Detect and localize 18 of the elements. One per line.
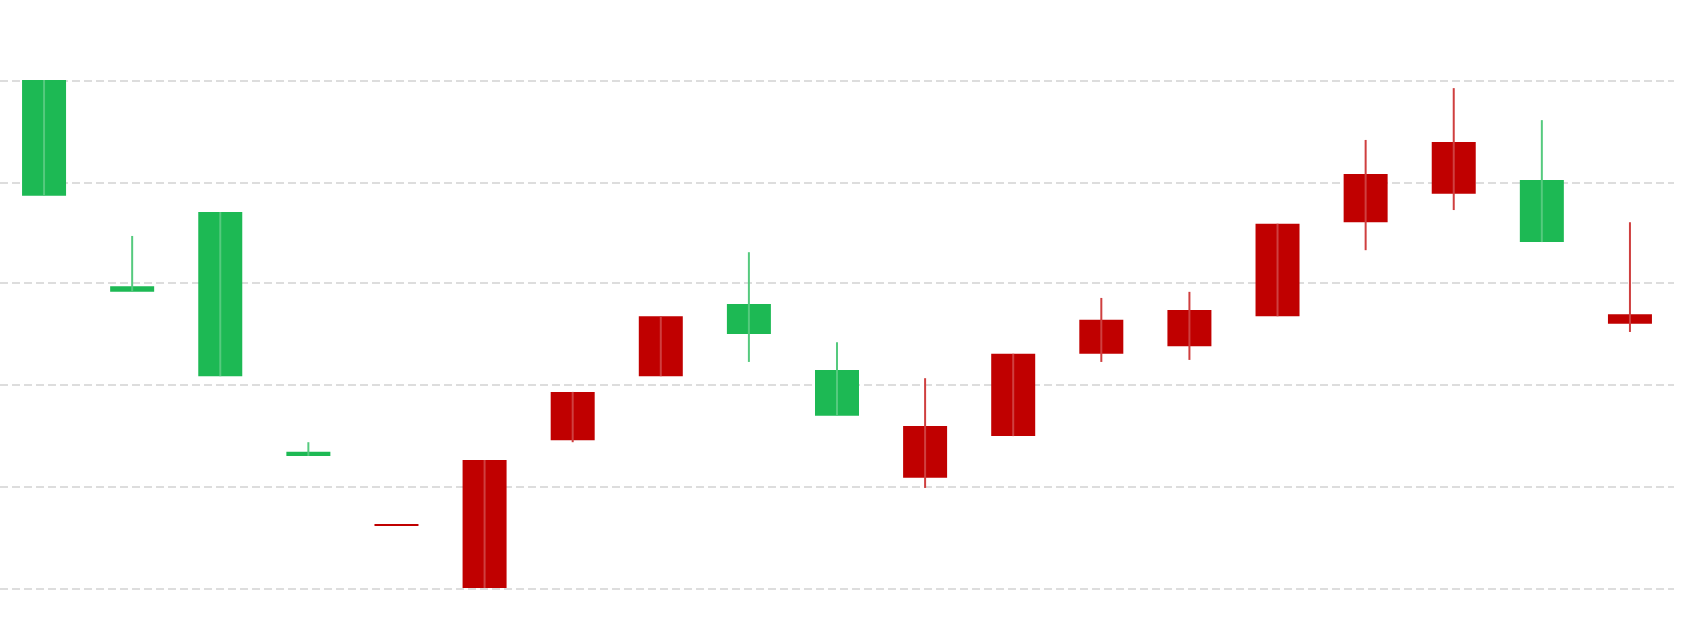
candlestick — [1167, 290, 1212, 361]
candlestick — [198, 211, 243, 378]
candlestick — [991, 352, 1036, 438]
candlestick — [110, 234, 155, 293]
candlestick — [1343, 138, 1388, 252]
candlestick — [462, 458, 507, 589]
candlestick — [286, 441, 331, 457]
candlestick — [550, 390, 595, 444]
candlestick — [903, 377, 948, 489]
candlestick — [638, 315, 683, 378]
candlestick — [1079, 296, 1124, 363]
candlestick — [815, 341, 859, 417]
candlestick — [1607, 221, 1652, 333]
candlestick — [1431, 87, 1476, 212]
candlestick — [1255, 222, 1300, 318]
candlestick — [726, 251, 771, 363]
candlestick — [22, 79, 67, 197]
candlestick — [1519, 119, 1564, 244]
